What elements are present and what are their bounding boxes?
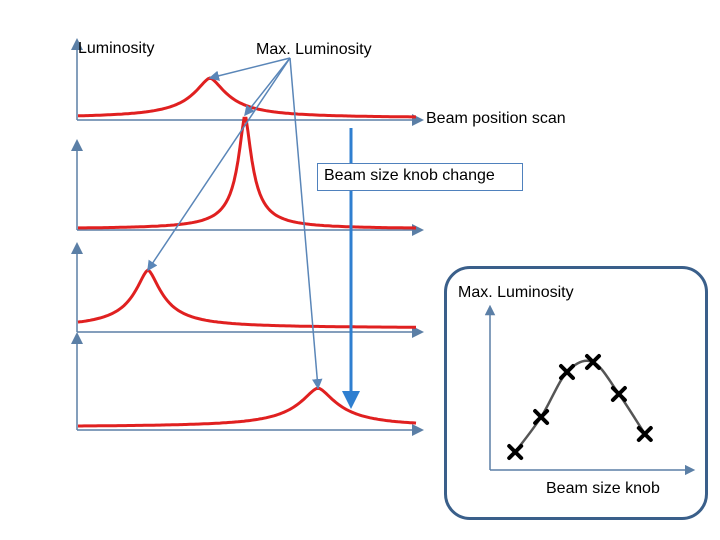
cross-marker-icon bbox=[585, 354, 601, 370]
cross-marker-icon bbox=[610, 386, 627, 402]
cross-marker-icon bbox=[559, 364, 575, 380]
luminosity-curve-3 bbox=[77, 268, 416, 329]
data-point-3 bbox=[559, 364, 575, 380]
scan-panel-3 bbox=[71, 242, 424, 338]
inset-x-axis-label: Beam size knob bbox=[546, 480, 660, 497]
inset-y-axis-label: Max. Luminosity bbox=[458, 284, 574, 301]
cross-marker-icon bbox=[636, 426, 653, 442]
data-point-4 bbox=[585, 354, 601, 370]
leader-line-2 bbox=[244, 57, 291, 117]
scan-panel-2 bbox=[71, 116, 424, 236]
data-point-5 bbox=[610, 386, 627, 402]
leader-line-3 bbox=[147, 57, 291, 272]
luminosity-label: Luminosity bbox=[78, 40, 155, 57]
scan-panel-4 bbox=[71, 332, 424, 436]
leader-line-4 bbox=[289, 57, 323, 390]
cross-marker-icon bbox=[533, 409, 550, 425]
luminosity-curve-4 bbox=[78, 386, 417, 428]
cross-marker-icon bbox=[507, 444, 524, 460]
max-luminosity-label: Max. Luminosity bbox=[256, 41, 372, 58]
beam-position-scan-label: Beam position scan bbox=[426, 110, 566, 127]
leader-line-1 bbox=[208, 57, 291, 81]
beam-size-knob-change-label: Beam size knob change bbox=[317, 163, 523, 191]
data-point-2 bbox=[533, 409, 550, 425]
inset-trend-curve bbox=[514, 359, 646, 453]
luminosity-curve-2 bbox=[78, 116, 416, 230]
data-point-6 bbox=[636, 426, 653, 442]
data-point-1 bbox=[507, 444, 524, 460]
